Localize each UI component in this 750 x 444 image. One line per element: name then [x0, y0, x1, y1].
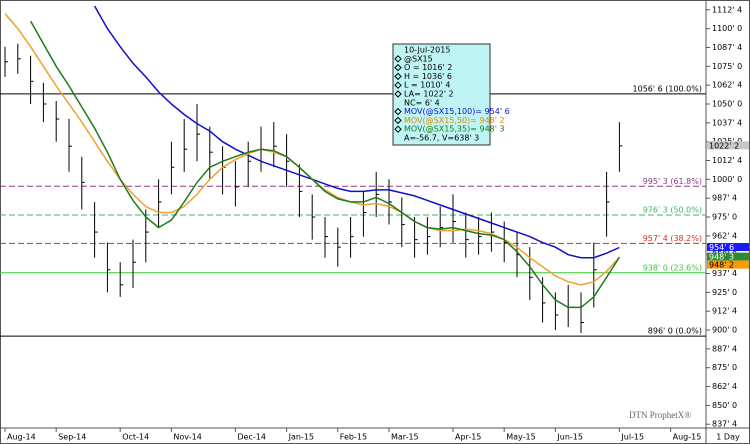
x-tick-label: Sep-14	[58, 433, 86, 442]
y-tick-label: 925' 0	[712, 288, 737, 297]
y-tick-label: 1087' 4	[712, 43, 742, 52]
x-tick-label: Mar-15	[391, 433, 419, 442]
x-tick-label: Jan-15	[288, 433, 314, 442]
info-line: 10-Jul-2015	[404, 46, 450, 55]
x-tick-label: Apr-15	[455, 433, 481, 442]
info-marker	[394, 81, 402, 89]
info-line: LA= 1022' 2	[404, 90, 454, 99]
y-tick-label: 912' 4	[712, 307, 737, 316]
y-tick-label: 1112' 4	[712, 5, 742, 14]
level-label: 1056' 6 (100.0%)	[633, 84, 702, 93]
y-tick-label: 987' 4	[712, 194, 737, 203]
price-tag-label: 948' 2	[709, 261, 734, 270]
y-tick-label: 900' 0	[712, 326, 737, 335]
info-marker	[394, 90, 402, 98]
info-line: O = 1016' 2	[404, 63, 452, 72]
level-label: 995' 3 (61.8%)	[643, 177, 702, 186]
y-tick-label: 1050' 0	[712, 99, 742, 108]
info-line: MOV(@SX15,100)= 954' 6	[404, 107, 510, 116]
price-tag	[707, 141, 749, 150]
price-tag-label: 1022' 2	[709, 141, 739, 150]
x-tick-label: Jun-15	[556, 433, 583, 442]
level-label: 957' 4 (38.2%)	[643, 234, 702, 243]
price-tag	[707, 243, 749, 252]
info-line: L = 1010' 4	[404, 81, 450, 90]
watermark: DTN ProphetX®	[629, 410, 691, 420]
info-line: H = 1036' 6	[404, 72, 452, 81]
x-tick-label: Feb-15	[340, 433, 367, 442]
interval-label: 1 Day	[716, 433, 740, 442]
y-tick-label: 1012' 4	[712, 156, 742, 165]
y-tick-label: 1075' 0	[712, 62, 742, 71]
y-tick-label: 850' 0	[712, 401, 737, 410]
info-marker	[394, 72, 402, 81]
y-tick-label: 1037' 4	[712, 118, 742, 127]
info-line: NC= 6' 4	[404, 98, 440, 107]
y-tick-label: 962' 4	[712, 231, 737, 240]
y-tick-label: 837' 4	[712, 420, 737, 429]
level-label: 976' 3 (50.0%)	[643, 205, 702, 214]
x-tick-label: Aug-14	[7, 433, 36, 442]
x-tick-label: Jul-15	[620, 433, 644, 442]
info-marker	[394, 55, 402, 63]
info-box	[392, 43, 491, 146]
x-tick-label: Oct-14	[122, 433, 149, 442]
y-tick-label: 937' 4	[712, 269, 737, 278]
info-line: MOV(@SX15,50)= 948' 2	[404, 116, 505, 125]
y-tick-label: 1062' 4	[712, 81, 742, 90]
info-line: A=-56.7, V=638' 3	[404, 134, 479, 143]
level-label: 938' 0 (23.6%)	[643, 263, 702, 272]
x-tick-label: Dec-14	[237, 433, 266, 442]
moving-average-line	[93, 5, 620, 259]
info-marker	[394, 107, 402, 116]
info-marker	[394, 116, 402, 125]
moving-average-line	[29, 20, 621, 309]
x-tick-label: Nov-14	[173, 433, 201, 442]
info-marker	[394, 125, 402, 133]
y-tick-label: 975' 0	[712, 213, 737, 222]
info-line: @SX15	[404, 54, 433, 63]
price-tag-label: 954' 6	[709, 243, 734, 252]
y-tick-label: 1000' 0	[712, 175, 742, 184]
x-tick-label: Aug-15	[673, 433, 702, 442]
info-line: MOV(@SX15,35)= 948' 3	[404, 125, 505, 134]
price-tag	[707, 260, 749, 269]
price-tag-label: 948' 3	[709, 253, 734, 262]
y-tick-label: 887' 4	[712, 344, 737, 353]
x-tick-label: May-15	[506, 433, 535, 442]
level-label: 896' 0 (0.0%)	[648, 327, 702, 336]
price-tag	[707, 252, 749, 261]
info-marker	[394, 63, 402, 72]
y-tick-label: 862' 4	[712, 382, 737, 391]
y-tick-label: 1100' 0	[712, 24, 742, 33]
y-tick-label: 875' 0	[712, 363, 737, 372]
